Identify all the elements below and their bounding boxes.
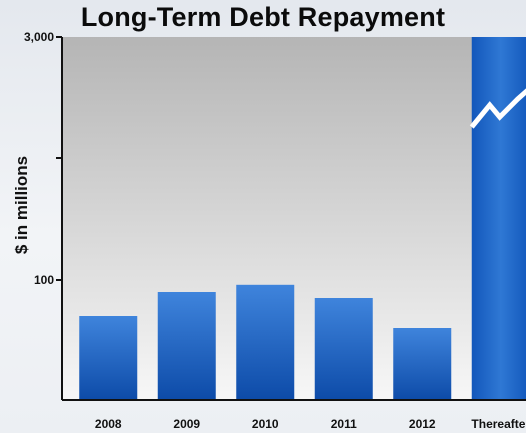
y-tick-label-100: 100: [34, 273, 54, 287]
x-tick-label-thereafter: Thereafter: [471, 417, 526, 431]
x-tick-label-2009: 2009: [173, 417, 200, 431]
bar-2010: [236, 284, 295, 400]
y-tick-label-3000: 3,000: [24, 30, 54, 44]
axis-break-mark: [469, 88, 526, 129]
bar-2009: [157, 292, 216, 400]
bar-thereafter: [471, 37, 526, 400]
x-tick-label-2008: 2008: [95, 417, 122, 431]
x-tick-label-2011: 2011: [331, 417, 357, 431]
bar-2008: [79, 316, 138, 400]
x-tick-label-2010: 2010: [252, 417, 279, 431]
bar-2011: [314, 298, 373, 400]
bar-2012: [393, 328, 452, 400]
x-tick-label-2012: 2012: [409, 417, 436, 431]
chart-title: Long-Term Debt Repayment: [80, 2, 446, 32]
